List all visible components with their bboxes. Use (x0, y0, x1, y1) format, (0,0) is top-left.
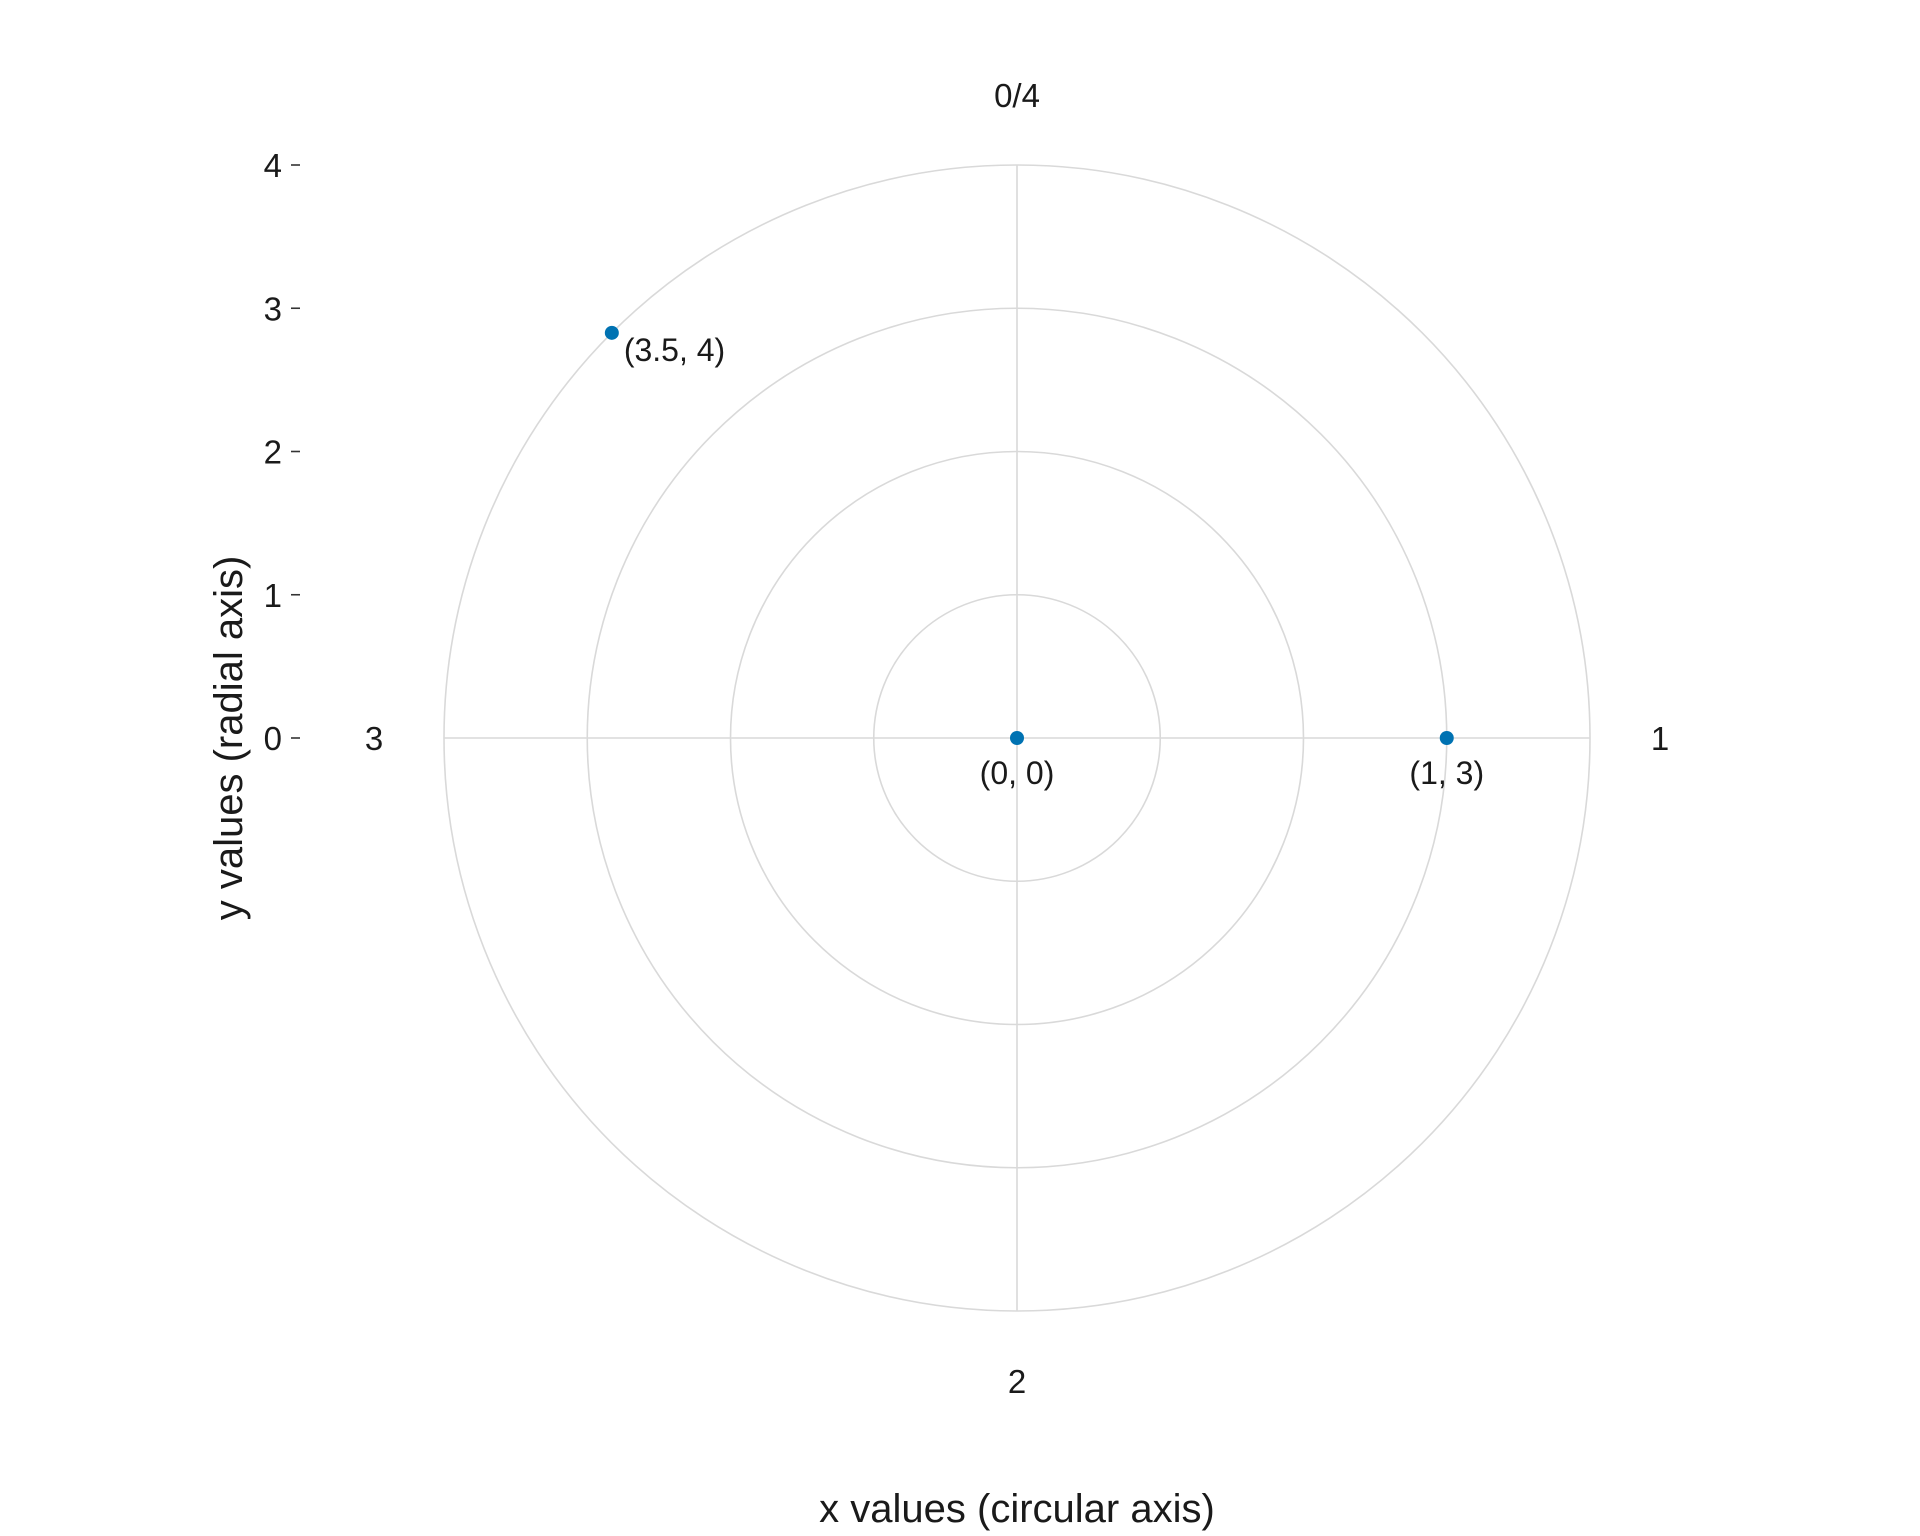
data-point-label-0: (0, 0) (980, 755, 1055, 791)
data-point-0 (1010, 731, 1024, 745)
x-axis-title: x values (circular axis) (819, 1487, 1215, 1531)
y-axis-title: y values (radial axis) (207, 556, 251, 921)
angle-axis-labels: 0/4 1 2 3 (365, 77, 1669, 1400)
data-point-label-1: (1, 3) (1409, 755, 1484, 791)
data-point-label-2: (3.5, 4) (624, 332, 725, 368)
data-point-2 (604, 325, 619, 340)
r-tick-label-3: 3 (264, 290, 282, 327)
data-points: (0, 0) (1, 3) (3.5, 4) (604, 325, 1484, 791)
theta-tick-label-1: 1 (1651, 720, 1669, 757)
data-point-1 (1439, 731, 1454, 745)
r-tick-label-0: 0 (264, 720, 282, 757)
theta-tick-label-0-4: 0/4 (994, 77, 1040, 114)
radial-axis: 0 1 2 3 4 (264, 147, 300, 757)
r-tick-label-4: 4 (264, 147, 282, 184)
r-tick-label-2: 2 (264, 434, 282, 471)
theta-tick-label-3: 3 (365, 720, 383, 757)
theta-tick-label-2: 2 (1008, 1363, 1026, 1400)
r-tick-label-1: 1 (264, 577, 282, 614)
